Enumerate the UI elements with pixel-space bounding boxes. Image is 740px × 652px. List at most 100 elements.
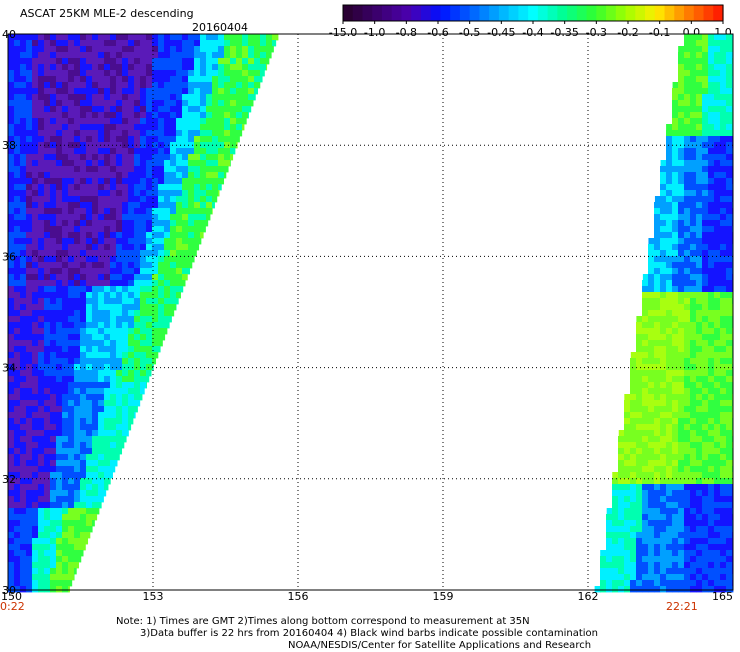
swath-cell <box>678 184 684 190</box>
swath-cell <box>140 274 146 280</box>
swath-cell <box>642 400 648 406</box>
swath-cell <box>92 472 98 478</box>
swath-cell <box>260 76 263 82</box>
swath-cell <box>654 388 660 394</box>
swath-cell <box>630 556 636 562</box>
swath-cell <box>720 124 726 130</box>
swath-cell <box>104 124 110 130</box>
swath-cell <box>678 454 684 460</box>
swath-cell <box>200 88 206 94</box>
swath-cell <box>678 88 684 94</box>
swath-cell <box>38 418 44 424</box>
swath-cell <box>38 568 44 574</box>
swath-cell <box>92 448 98 454</box>
swath-cell <box>92 172 98 178</box>
swath-cell <box>726 280 732 286</box>
swath-cell <box>720 496 726 502</box>
swath-cell <box>98 40 104 46</box>
swath-cell <box>714 466 720 472</box>
swath-cell <box>176 100 182 106</box>
swath-cell <box>14 292 20 298</box>
swath-cell <box>164 88 170 94</box>
swath-cell <box>74 118 80 124</box>
swath-cell <box>636 568 642 574</box>
swath-cell <box>696 556 702 562</box>
swath-cell <box>68 550 74 556</box>
swath-cell <box>726 490 732 496</box>
swath-cell <box>104 454 110 460</box>
swath-cell <box>92 136 98 142</box>
swath-cell <box>74 226 80 232</box>
swath-cell <box>98 148 104 154</box>
swath-cell <box>110 136 116 142</box>
swath-cell <box>194 64 200 70</box>
swath-cell <box>684 430 690 436</box>
swath-cell <box>260 40 266 46</box>
swath-cell <box>44 520 50 526</box>
swath-cell <box>140 394 142 400</box>
swath-cell <box>720 412 726 418</box>
swath-cell <box>678 370 684 376</box>
swath-cell <box>134 34 140 40</box>
swath-cell <box>20 118 26 124</box>
swath-cell <box>128 124 134 130</box>
swath-cell <box>158 274 164 280</box>
swath-cell <box>158 202 164 208</box>
swath-cell <box>200 166 206 172</box>
swath-cell <box>38 160 44 166</box>
swath-cell <box>726 202 732 208</box>
swath-cell <box>122 292 128 298</box>
swath-cell <box>636 586 642 592</box>
swath-cell <box>128 274 134 280</box>
swath-cell <box>666 424 672 430</box>
swath-cell <box>702 226 708 232</box>
swath-cell <box>20 250 26 256</box>
swath-cell <box>110 34 116 40</box>
swath-cell <box>44 154 50 160</box>
swath-cell <box>206 118 212 124</box>
swath-cell <box>696 388 702 394</box>
swath-cell <box>678 556 684 562</box>
swath-cell <box>176 226 182 232</box>
swath-cell <box>92 82 98 88</box>
swath-cell <box>50 76 56 82</box>
swath-cell <box>188 106 194 112</box>
swath-cell <box>38 76 44 82</box>
swath-cell <box>98 166 104 172</box>
swath-cell <box>122 118 128 124</box>
swath-cell <box>714 436 720 442</box>
swath-cell <box>8 496 14 502</box>
swath-cell <box>14 532 20 538</box>
swath-cell <box>50 364 56 370</box>
swath-cell <box>660 574 666 580</box>
swath-cell <box>696 334 702 340</box>
swath-cell <box>714 136 720 142</box>
swath-cell <box>134 100 140 106</box>
swath-cell <box>14 232 20 238</box>
swath-cell <box>660 190 666 196</box>
swath-cell <box>128 166 134 172</box>
swath-cell <box>158 178 164 184</box>
swath-cell <box>726 238 732 244</box>
swath-cell <box>726 88 732 94</box>
swath-cell <box>672 136 678 142</box>
swath-cell <box>110 238 116 244</box>
swath-cell <box>666 370 672 376</box>
swath-cell <box>44 58 50 64</box>
swath-cell <box>50 454 56 460</box>
swath-cell <box>188 172 194 178</box>
swath-cell <box>26 154 32 160</box>
swath-cell <box>678 112 684 118</box>
swath-cell <box>714 454 720 460</box>
swath-cell <box>702 448 708 454</box>
swath-cell <box>86 520 92 526</box>
swath-cell <box>176 76 182 82</box>
swath-cell <box>726 130 732 136</box>
swath-cell <box>98 298 104 304</box>
swath-cell <box>128 82 134 88</box>
swath-cell <box>182 142 188 148</box>
swath-cell <box>62 382 68 388</box>
swath-cell <box>128 64 134 70</box>
swath-cell <box>702 106 708 112</box>
swath-cell <box>726 292 732 298</box>
